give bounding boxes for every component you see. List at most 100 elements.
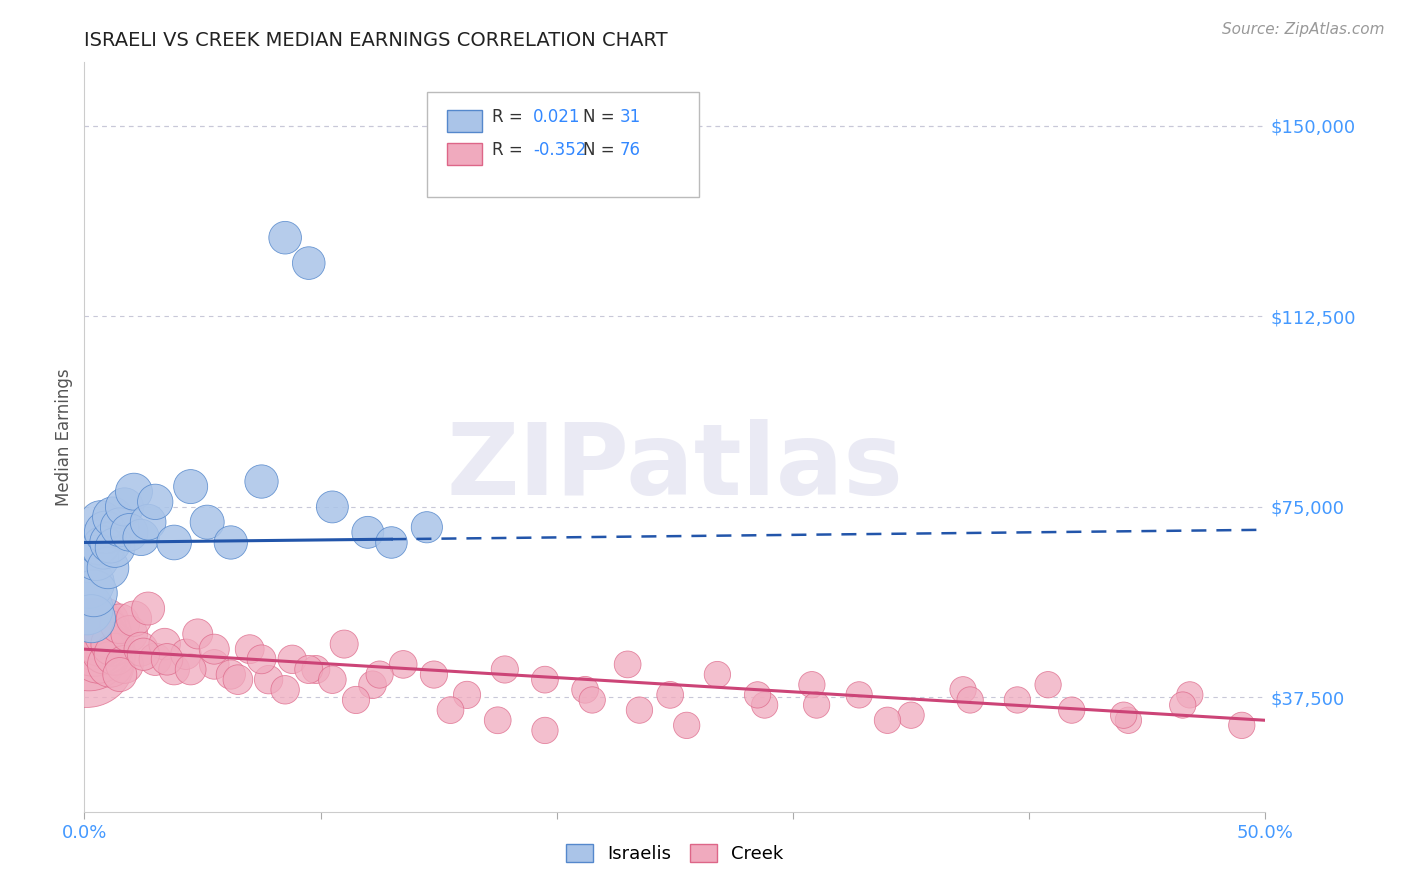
Point — [98, 657, 121, 672]
Point — [163, 535, 186, 549]
Point — [1060, 703, 1083, 717]
Text: -0.352: -0.352 — [533, 141, 586, 159]
Point — [848, 688, 870, 702]
Point — [90, 632, 112, 646]
Point — [1230, 718, 1253, 732]
Point — [108, 667, 131, 681]
Point — [1036, 678, 1059, 692]
Point — [101, 510, 124, 524]
Point — [754, 698, 776, 712]
Point — [534, 673, 557, 687]
Point — [486, 713, 509, 727]
Point — [202, 642, 225, 657]
Point — [108, 520, 131, 534]
Point — [76, 652, 98, 666]
Point — [416, 520, 439, 534]
Point — [129, 642, 152, 657]
Point — [174, 647, 197, 661]
Point — [98, 535, 121, 549]
Point — [80, 612, 103, 626]
Y-axis label: Median Earnings: Median Earnings — [55, 368, 73, 506]
Text: ISRAELI VS CREEK MEDIAN EARNINGS CORRELATION CHART: ISRAELI VS CREEK MEDIAN EARNINGS CORRELA… — [84, 30, 668, 50]
Point — [202, 657, 225, 672]
Point — [706, 667, 728, 681]
Point — [806, 698, 828, 712]
Point — [132, 647, 155, 661]
Point — [305, 663, 328, 677]
Point — [456, 688, 478, 702]
Point — [361, 678, 384, 692]
Point — [91, 616, 114, 631]
Point — [180, 480, 202, 494]
Point — [1007, 693, 1029, 707]
Point — [876, 713, 898, 727]
Point — [281, 652, 304, 666]
Point — [83, 637, 105, 651]
Point — [1171, 698, 1194, 712]
Point — [97, 561, 120, 575]
Point — [84, 550, 107, 565]
Point — [163, 663, 186, 677]
Point — [136, 601, 159, 615]
Point — [333, 637, 356, 651]
Point — [104, 541, 127, 555]
Point — [1178, 688, 1201, 702]
Point — [952, 682, 974, 697]
Point — [187, 627, 209, 641]
Point — [392, 657, 415, 672]
FancyBboxPatch shape — [447, 143, 482, 165]
Point — [298, 256, 321, 270]
Point — [180, 663, 202, 677]
Point — [76, 601, 98, 615]
Point — [494, 663, 516, 677]
Point — [94, 525, 117, 540]
Point — [104, 647, 127, 661]
Point — [900, 708, 922, 723]
Point — [747, 688, 769, 702]
Point — [581, 693, 603, 707]
Point — [321, 500, 343, 514]
Text: 31: 31 — [620, 108, 641, 126]
Point — [118, 525, 141, 540]
Point — [87, 647, 110, 661]
Point — [250, 475, 273, 489]
Text: N =: N = — [582, 141, 620, 159]
Text: ZIPatlas: ZIPatlas — [447, 418, 903, 516]
Point — [239, 642, 262, 657]
Point — [77, 576, 100, 591]
Point — [84, 622, 107, 636]
Point — [274, 230, 297, 244]
Point — [80, 627, 103, 641]
Point — [195, 515, 218, 529]
Point — [534, 723, 557, 738]
Point — [1118, 713, 1140, 727]
Text: N =: N = — [582, 108, 620, 126]
Point — [83, 586, 105, 600]
Point — [122, 612, 145, 626]
Point — [659, 688, 682, 702]
Point — [616, 657, 638, 672]
Point — [574, 682, 596, 697]
Point — [87, 535, 110, 549]
Point — [439, 703, 461, 717]
FancyBboxPatch shape — [447, 110, 482, 132]
Point — [800, 678, 823, 692]
Point — [153, 637, 176, 651]
Text: 76: 76 — [620, 141, 640, 159]
Point — [94, 642, 117, 657]
Point — [380, 535, 402, 549]
Point — [321, 673, 343, 687]
Point — [143, 652, 166, 666]
FancyBboxPatch shape — [427, 93, 699, 197]
Point — [250, 652, 273, 666]
Point — [156, 652, 179, 666]
Point — [1112, 708, 1135, 723]
Point — [257, 673, 280, 687]
Text: Source: ZipAtlas.com: Source: ZipAtlas.com — [1222, 22, 1385, 37]
Point — [368, 667, 391, 681]
Point — [114, 500, 136, 514]
Point — [357, 525, 380, 540]
Point — [143, 495, 166, 509]
Point — [101, 637, 124, 651]
Point — [423, 667, 446, 681]
